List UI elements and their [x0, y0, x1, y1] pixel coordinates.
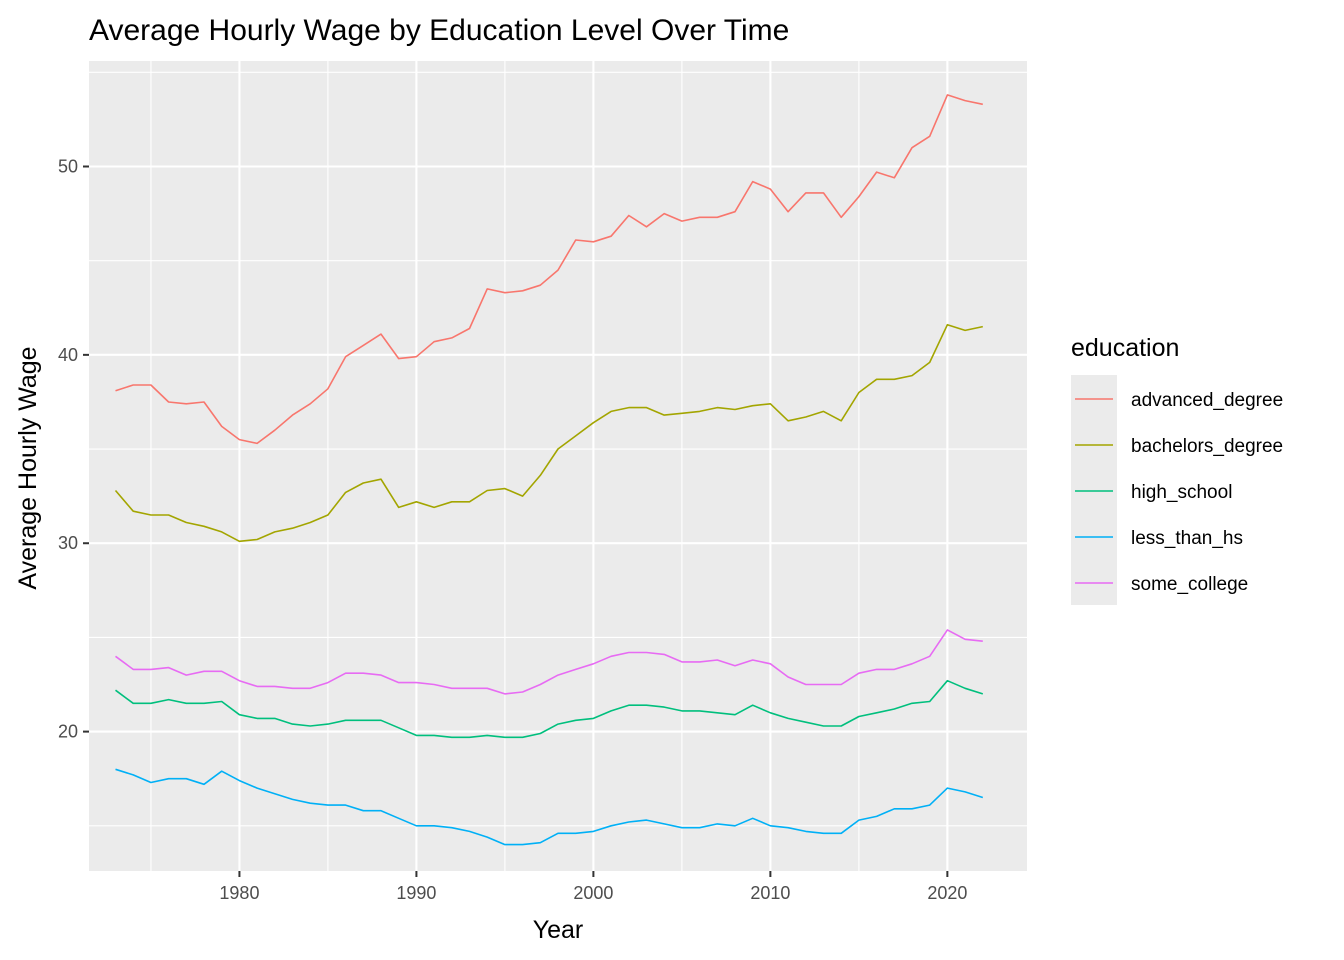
legend-key-background	[1071, 375, 1117, 605]
y-tick-label: 50	[58, 156, 78, 176]
minor-gridlines	[89, 61, 1027, 871]
major-gridlines	[89, 61, 1027, 871]
y-axis-title: Average Hourly Wage	[14, 346, 42, 589]
legend-label-less-than-hs: less_than_hs	[1131, 528, 1243, 549]
x-tick-label: 2010	[750, 883, 790, 903]
x-tick-label: 1980	[219, 883, 259, 903]
x-axis: 1980 1990 2000 2010 2020	[219, 871, 967, 903]
x-tick-label: 1990	[396, 883, 436, 903]
legend-label-advanced-degree: advanced_degree	[1131, 390, 1283, 411]
x-tick-label: 2020	[927, 883, 967, 903]
plot-panel	[89, 61, 1027, 871]
series-line-bachelors-degree	[114, 323, 983, 543]
series-line-some-college	[115, 629, 983, 695]
chart-title: Average Hourly Wage by Education Level O…	[89, 14, 789, 47]
x-tick-label: 2000	[573, 883, 613, 903]
y-axis: 20 30 40 50	[58, 156, 89, 742]
legend-label-some-college: some_college	[1131, 574, 1248, 595]
y-tick-label: 40	[58, 345, 78, 365]
y-tick-label: 20	[58, 722, 78, 742]
legend-label-bachelors-degree: bachelors_degree	[1131, 436, 1283, 457]
series-line-high-school	[115, 679, 984, 739]
series-line-advanced-degree	[115, 94, 983, 445]
series-lines	[114, 94, 984, 846]
legend-title: education	[1071, 334, 1179, 362]
series-line-less-than-hs	[115, 768, 984, 846]
legend: education advanced_degree bachelors_degre…	[1071, 334, 1283, 605]
y-tick-label: 30	[58, 533, 78, 553]
legend-label-high-school: high_school	[1131, 482, 1232, 503]
x-axis-title: Year	[533, 916, 584, 944]
